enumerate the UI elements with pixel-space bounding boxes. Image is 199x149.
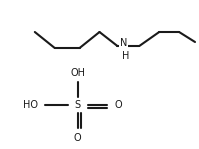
Text: S: S	[75, 100, 81, 110]
Text: O: O	[74, 133, 81, 143]
Text: O: O	[114, 100, 122, 110]
Text: N: N	[120, 38, 127, 48]
Text: H: H	[122, 51, 129, 61]
Text: OH: OH	[70, 68, 85, 78]
Text: HO: HO	[23, 100, 38, 110]
